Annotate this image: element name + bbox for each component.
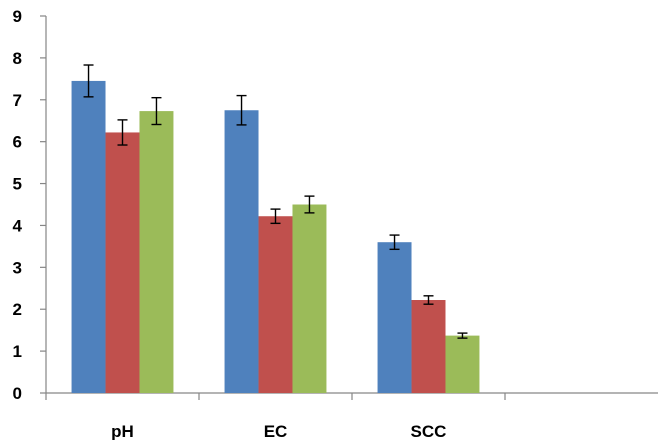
y-tick-label: 2	[13, 300, 22, 319]
bar	[445, 335, 480, 393]
bar	[224, 110, 259, 393]
x-axis	[45, 392, 658, 400]
y-tick-label: 5	[13, 175, 22, 194]
y-tick-label: 3	[13, 258, 22, 277]
x-category-label: pH	[111, 422, 134, 440]
x-category-label: SCC	[411, 422, 447, 440]
x-category-label: EC	[264, 422, 288, 440]
error-bars	[83, 64, 468, 339]
bar	[258, 216, 293, 393]
bars	[71, 80, 480, 394]
bar	[292, 204, 327, 393]
y-tick-label: 0	[13, 384, 22, 403]
y-axis: 0 1 2 3 4 5 6 7 8 9	[13, 7, 47, 403]
bar	[105, 132, 140, 393]
y-tick-label: 9	[13, 7, 22, 26]
bar	[71, 80, 106, 394]
category-labels: pH EC SCC	[111, 422, 446, 440]
y-tick-label: 8	[13, 49, 22, 68]
bar	[377, 242, 412, 393]
y-tick-label: 1	[13, 342, 22, 361]
bar	[139, 111, 174, 393]
y-tick-label: 7	[13, 91, 22, 110]
y-tick-label: 4	[13, 216, 23, 235]
y-tick-label: 6	[13, 133, 22, 152]
bar	[411, 300, 446, 393]
